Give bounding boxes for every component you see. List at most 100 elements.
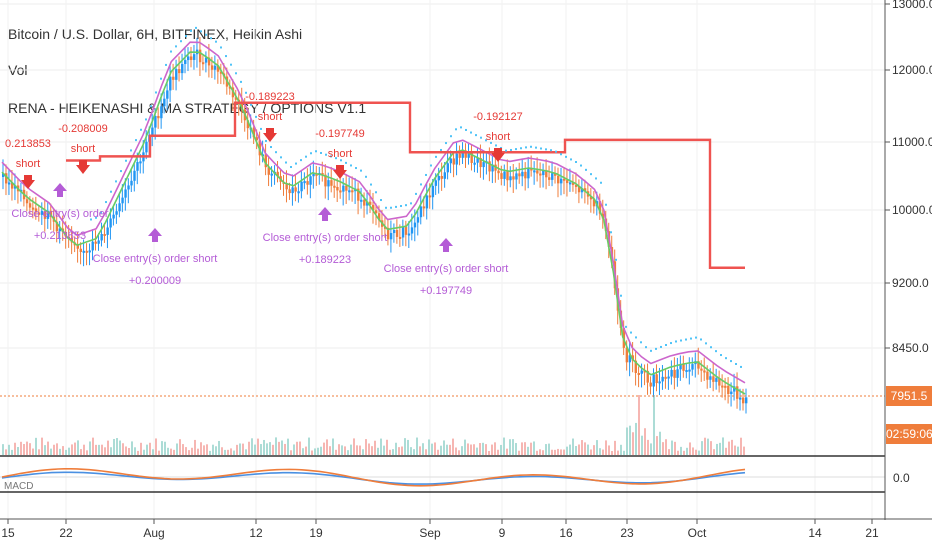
volume-bar — [164, 441, 166, 455]
candle-body — [306, 181, 309, 185]
volume-bar — [581, 440, 583, 455]
candle-body — [372, 204, 375, 211]
volume-bar — [128, 447, 130, 455]
time-tick-label: 21 — [865, 526, 879, 540]
volume-bar — [122, 443, 124, 455]
volume-bar — [218, 440, 220, 455]
trail-dot — [285, 161, 287, 164]
candle-body — [589, 196, 593, 200]
volume-bar — [503, 437, 505, 455]
volume-bar — [344, 446, 346, 455]
candle-body — [413, 222, 417, 228]
trail-dot — [710, 346, 712, 349]
candle-body — [7, 182, 11, 185]
candle-body — [145, 141, 148, 153]
volume-bar — [119, 440, 121, 455]
candle-body — [82, 250, 85, 253]
candle-body — [700, 368, 703, 371]
volume-bar — [380, 438, 382, 455]
volume-bar — [707, 438, 709, 455]
volume-bar — [26, 441, 28, 455]
candle-body — [640, 370, 643, 374]
candle-body — [643, 370, 646, 373]
trail-dot — [215, 40, 217, 43]
trail-dot — [550, 149, 552, 152]
volume-bar — [59, 448, 61, 455]
candle-body — [121, 197, 124, 204]
volume-bar — [311, 450, 313, 455]
trail-dot — [210, 37, 212, 40]
candle-body — [103, 233, 106, 236]
volume-bar — [74, 442, 76, 455]
volume-bar — [638, 395, 640, 455]
volume-bar — [398, 447, 400, 455]
volume-bar — [563, 449, 565, 455]
trail-dot — [435, 155, 437, 158]
candle-body — [166, 90, 169, 99]
trail-dot — [640, 341, 642, 344]
macd-signal-line — [1, 471, 746, 485]
volume-bar — [653, 395, 655, 455]
volume-bar — [584, 442, 586, 455]
candle-body — [97, 240, 100, 244]
volume-bar — [353, 438, 355, 455]
volume-bar — [329, 446, 331, 455]
volume-bar — [740, 437, 742, 455]
candle-body — [709, 376, 712, 380]
volume-bar — [158, 450, 160, 455]
volume-bar — [149, 442, 151, 455]
candle-body — [557, 175, 560, 184]
volume-bar — [518, 450, 520, 455]
trail-dot — [100, 211, 102, 214]
price-tick-label: 13000.0 — [892, 0, 932, 11]
candle-body — [383, 226, 387, 229]
volume-bar — [80, 449, 82, 455]
candle-body — [288, 189, 291, 194]
volume-bar — [146, 444, 148, 455]
trail-dot — [545, 148, 547, 151]
volume-bar — [545, 444, 547, 455]
volume-bar — [263, 439, 265, 455]
candle-body — [181, 64, 184, 74]
volume-bar — [35, 437, 37, 455]
trail-dot — [665, 343, 667, 346]
candle-body — [545, 170, 548, 178]
trail-dot — [185, 35, 187, 38]
volume-bar — [365, 439, 367, 455]
volume-bar — [314, 448, 316, 455]
trail-dot — [310, 152, 312, 155]
volume-bar — [629, 425, 631, 455]
time-tick-label: 9 — [499, 526, 506, 540]
volume-bar — [176, 443, 178, 455]
candle-body — [160, 106, 163, 119]
trail-dot — [190, 29, 192, 32]
volume-bar — [470, 444, 472, 455]
time-tick-label: 22 — [59, 526, 73, 540]
candle-body — [374, 210, 378, 214]
trail-dot — [260, 127, 262, 130]
volume-bar — [668, 449, 670, 455]
candle-body — [37, 212, 41, 215]
volume-bar — [725, 447, 727, 455]
volume-bar — [644, 428, 646, 455]
trail-dot — [390, 206, 392, 209]
trail-dot — [335, 157, 337, 160]
candle-body — [285, 183, 288, 190]
trail-dot — [650, 349, 652, 352]
candle-body — [115, 211, 118, 215]
trail-dot — [280, 156, 282, 159]
volume-bar — [38, 449, 40, 455]
volume-bar — [440, 445, 442, 455]
volume-bar — [695, 449, 697, 455]
volume-bar — [32, 448, 34, 455]
trail-dot — [730, 360, 732, 363]
volume-bar — [17, 447, 19, 455]
candle-body — [25, 199, 29, 204]
volume-bar — [134, 447, 136, 455]
candle-body — [730, 391, 733, 394]
volume-bar — [674, 441, 676, 455]
volume-bar — [317, 447, 319, 455]
candle-body — [446, 163, 450, 173]
candle-body — [300, 181, 303, 192]
